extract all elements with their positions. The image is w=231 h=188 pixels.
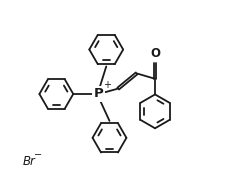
Text: Br: Br — [23, 155, 35, 168]
Text: O: O — [149, 47, 159, 60]
Text: +: + — [102, 80, 110, 90]
Text: P: P — [93, 87, 103, 101]
Text: −: − — [34, 150, 42, 160]
